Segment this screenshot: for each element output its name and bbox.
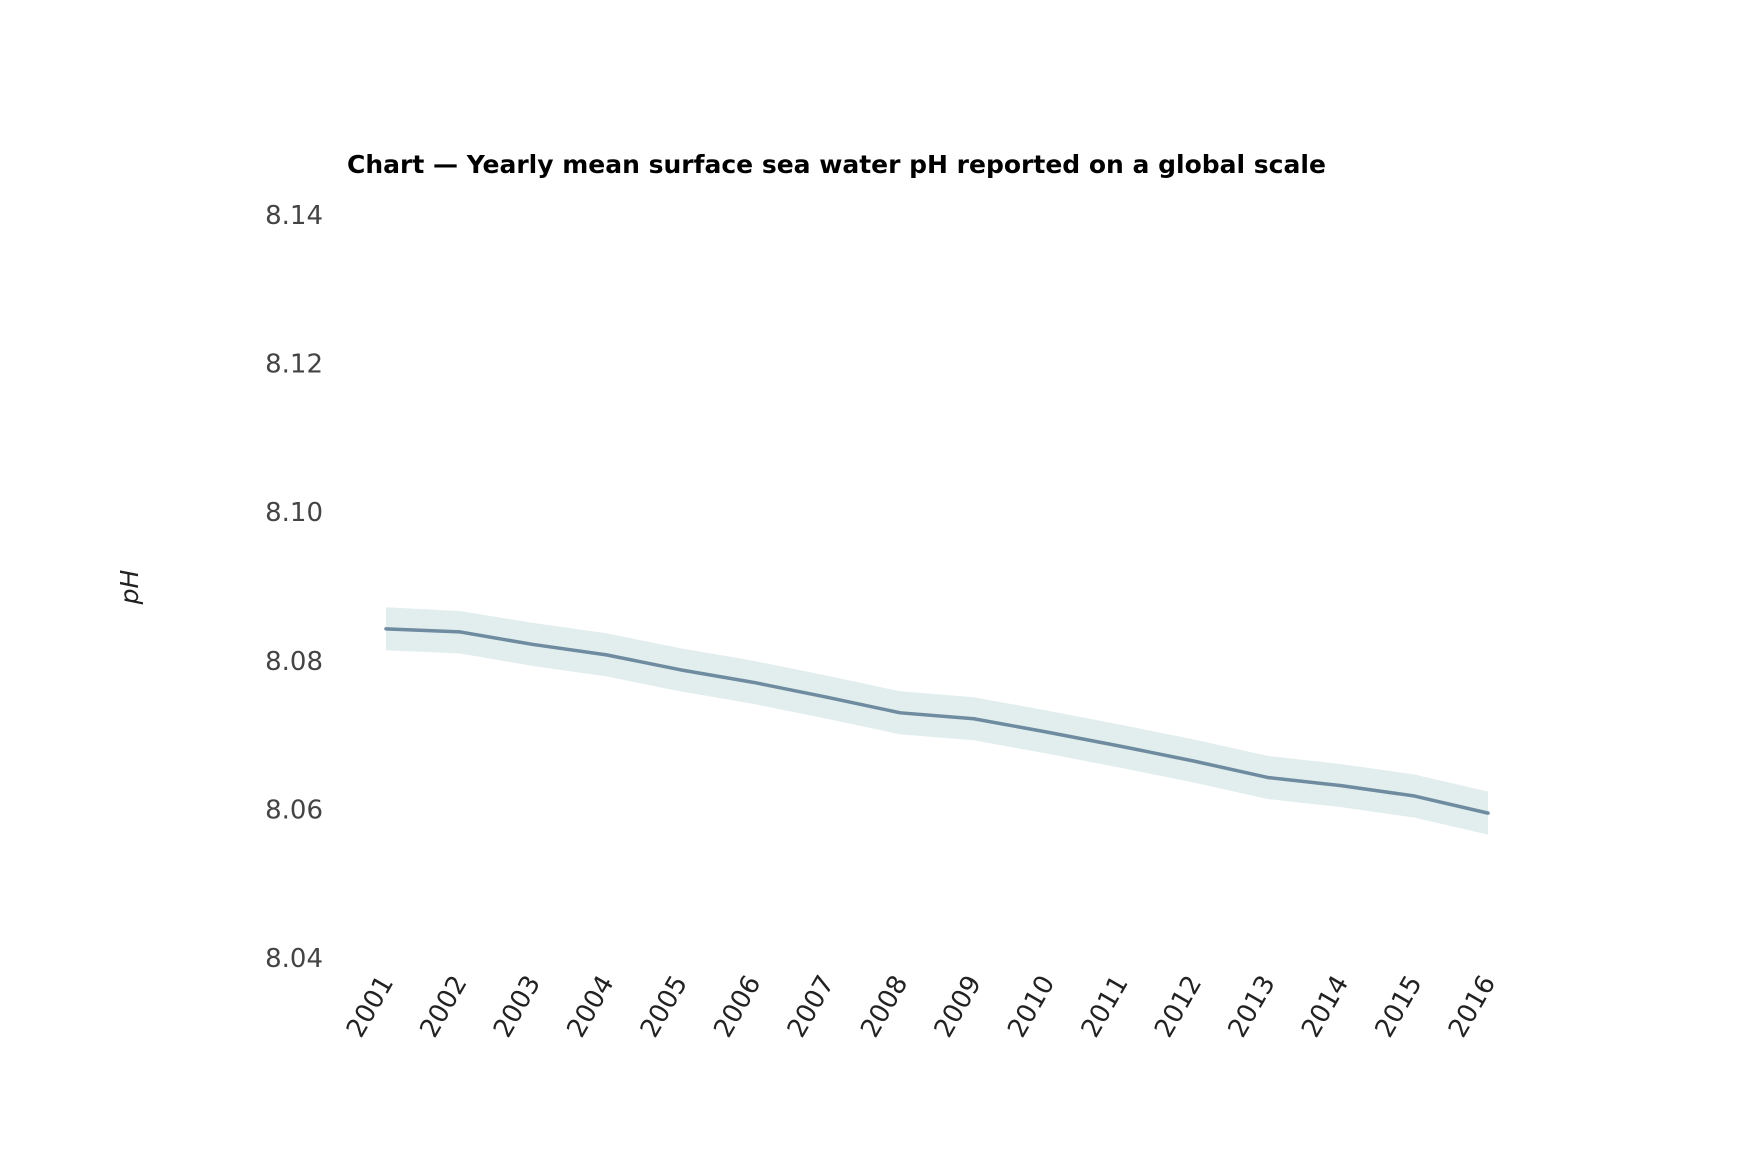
x-tick-label: 2010 bbox=[1002, 971, 1061, 1043]
data-point bbox=[531, 642, 535, 646]
y-tick-label: 8.04 bbox=[265, 944, 323, 974]
data-point bbox=[1339, 784, 1343, 788]
y-tick-label: 8.14 bbox=[265, 201, 323, 231]
x-tick-label: 2002 bbox=[414, 971, 473, 1043]
y-tick-label: 8.06 bbox=[265, 795, 323, 825]
confidence-band bbox=[386, 607, 1488, 835]
data-point bbox=[972, 717, 976, 721]
x-tick-label: 2012 bbox=[1149, 971, 1208, 1043]
x-axis: 2001 2002 2003 2004 2005 2006 2007 2008 2009 2010… bbox=[341, 971, 1502, 1043]
data-point bbox=[898, 711, 902, 715]
series-line-layer bbox=[384, 627, 1490, 815]
confidence-band-layer bbox=[386, 607, 1488, 835]
data-point bbox=[825, 695, 829, 699]
data-point bbox=[457, 630, 461, 634]
x-tick-label: 2009 bbox=[929, 971, 988, 1043]
y-tick-label: 8.08 bbox=[265, 647, 323, 677]
x-tick-label: 2008 bbox=[855, 971, 914, 1043]
x-tick-label: 2007 bbox=[782, 971, 841, 1043]
data-point bbox=[604, 653, 608, 657]
y-axis: 8.04 8.06 8.08 8.10 8.12 8.14 bbox=[265, 201, 323, 974]
x-tick-label: 2004 bbox=[561, 971, 620, 1043]
x-tick-label: 2014 bbox=[1296, 971, 1355, 1043]
data-point bbox=[1045, 730, 1049, 734]
x-tick-label: 2003 bbox=[488, 971, 547, 1043]
x-tick-label: 2006 bbox=[708, 971, 767, 1043]
y-tick-label: 8.12 bbox=[265, 350, 323, 380]
data-point bbox=[678, 668, 682, 672]
x-tick-label: 2005 bbox=[635, 971, 694, 1043]
data-point bbox=[1486, 811, 1490, 815]
y-axis-label: pH bbox=[115, 569, 144, 605]
series-line bbox=[384, 627, 1490, 815]
x-tick-label: 2011 bbox=[1076, 971, 1135, 1043]
data-point bbox=[384, 627, 388, 631]
x-tick-label: 2001 bbox=[341, 971, 400, 1043]
x-tick-label: 2016 bbox=[1443, 971, 1502, 1043]
data-point bbox=[1192, 759, 1196, 763]
data-point bbox=[1266, 775, 1270, 779]
chart-title: Chart — Yearly mean surface sea water pH… bbox=[347, 150, 1326, 179]
data-point bbox=[751, 680, 755, 684]
y-tick-label: 8.10 bbox=[265, 498, 323, 528]
data-point bbox=[1119, 744, 1123, 748]
x-tick-label: 2015 bbox=[1370, 971, 1429, 1043]
data-point bbox=[1413, 794, 1417, 798]
x-tick-label: 2013 bbox=[1223, 971, 1282, 1043]
